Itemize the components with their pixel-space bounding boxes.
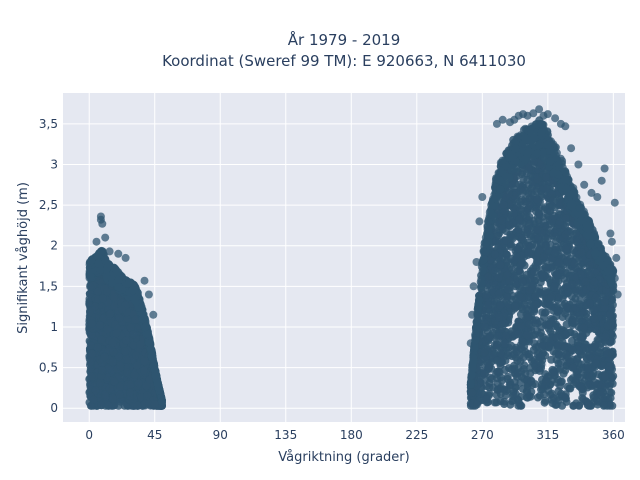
data-point <box>94 259 103 268</box>
data-point <box>122 336 131 345</box>
data-point <box>126 388 134 397</box>
data-points <box>85 105 622 410</box>
data-point <box>114 283 123 292</box>
data-point <box>104 364 113 373</box>
data-point <box>128 286 137 295</box>
data-point <box>108 278 117 287</box>
data-point <box>116 361 125 370</box>
data-point <box>106 309 115 318</box>
data-point <box>88 349 97 358</box>
data-point <box>133 401 142 410</box>
data-point <box>121 347 130 356</box>
data-point <box>87 330 96 339</box>
data-point <box>86 272 95 281</box>
data-point <box>146 344 155 353</box>
data-point <box>96 379 105 387</box>
data-point <box>131 294 139 303</box>
data-point <box>97 401 106 410</box>
data-point <box>98 294 107 303</box>
data-point <box>114 401 123 410</box>
data-point <box>91 386 100 395</box>
data-point <box>130 371 139 379</box>
data-point <box>112 329 121 338</box>
data-point <box>86 401 95 410</box>
data-point <box>89 395 98 404</box>
data-point <box>148 354 157 363</box>
data-point <box>525 353 534 362</box>
data-point <box>86 282 95 291</box>
data-point <box>86 341 95 350</box>
data-point <box>109 394 117 403</box>
data-point <box>103 325 112 334</box>
data-point <box>104 401 113 410</box>
data-point <box>126 380 135 389</box>
data-point <box>118 305 126 314</box>
data-point <box>87 372 96 381</box>
data-point <box>126 323 135 332</box>
data-point <box>140 366 148 375</box>
data-point <box>134 379 143 388</box>
data-point <box>110 377 119 386</box>
data-point <box>87 319 96 328</box>
data-point <box>100 353 109 362</box>
data-point <box>110 293 118 302</box>
data-point <box>101 390 109 399</box>
data-point <box>562 350 570 359</box>
data-point <box>115 390 124 399</box>
data-point <box>132 351 141 360</box>
data-point <box>150 400 159 409</box>
data-point <box>142 322 151 331</box>
data-point <box>108 338 117 347</box>
data-point <box>86 307 94 316</box>
data-point <box>109 348 118 357</box>
data-point <box>129 330 138 339</box>
data-point <box>108 357 117 366</box>
data-point <box>151 371 160 380</box>
data-point <box>93 251 102 260</box>
data-point <box>93 343 102 352</box>
data-point <box>125 279 134 288</box>
data-point <box>123 368 131 377</box>
chart-title-line-1: År 1979 - 2019 <box>288 30 401 49</box>
data-point <box>137 304 146 313</box>
data-point <box>98 366 107 375</box>
data-point <box>97 335 106 344</box>
data-point <box>132 361 141 370</box>
data-point <box>87 256 96 265</box>
data-point <box>110 264 119 273</box>
data-point <box>95 321 104 330</box>
chart-title-line-2: Koordinat (Sweref 99 TM): E 920663, N 64… <box>162 52 526 70</box>
data-point <box>86 358 95 367</box>
data-point <box>90 302 99 311</box>
